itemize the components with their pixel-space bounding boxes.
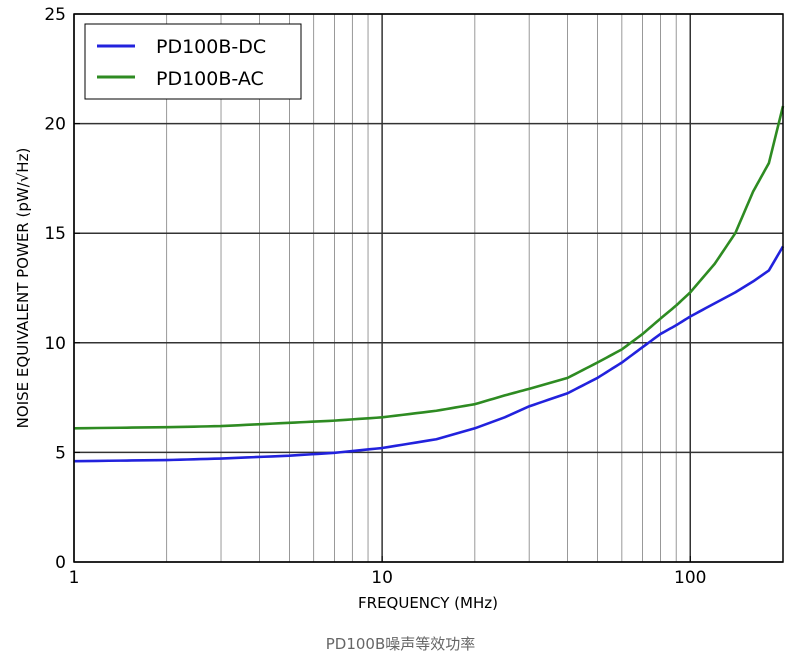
series-lines <box>73 105 785 463</box>
y-tick-label: 5 <box>55 443 66 463</box>
noise-equivalent-power-chart: 1 10 100 0 5 10 15 20 25 FREQUENCY (MHz) NOISE E… <box>14 5 785 612</box>
plot-frame <box>73 13 784 563</box>
legend: PD100B-DC PD100B-AC <box>84 23 302 100</box>
x-axis-label: FREQUENCY (MHz) <box>358 594 498 612</box>
legend-box <box>84 23 302 100</box>
x-tick-label: 10 <box>371 568 393 588</box>
legend-label-pd100b-ac: PD100B-AC <box>156 68 264 90</box>
series-line-pd100b-dc <box>73 245 785 463</box>
legend-label-pd100b-dc: PD100B-DC <box>156 36 266 58</box>
y-tick-label: 10 <box>44 334 66 354</box>
figure-caption: PD100B噪声等效功率 <box>325 635 476 653</box>
series-line-pd100b-ac <box>73 105 785 430</box>
y-tick-label: 15 <box>44 224 66 244</box>
y-tick-label: 0 <box>55 553 66 573</box>
y-tick-label: 20 <box>44 115 66 135</box>
y-tick-label: 25 <box>44 5 66 25</box>
y-axis-label: NOISE EQUIVALENT POWER (pW/√Hz) <box>14 148 32 429</box>
x-tick-label: 100 <box>674 568 706 588</box>
x-tick-label: 1 <box>69 568 80 588</box>
plot-background <box>74 14 783 562</box>
axis-ticks: 1 10 100 0 5 10 15 20 25 <box>44 5 706 588</box>
